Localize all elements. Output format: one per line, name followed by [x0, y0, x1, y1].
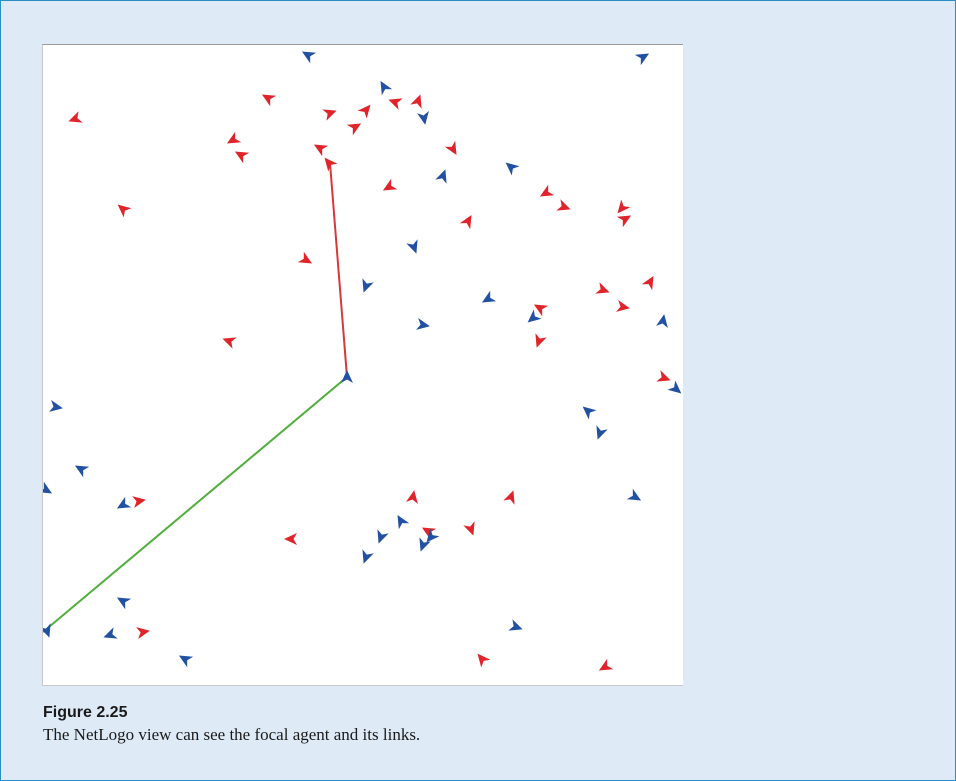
blue-agent[interactable]: [43, 481, 55, 499]
red-agent[interactable]: [596, 658, 614, 676]
red-agent[interactable]: [656, 370, 672, 386]
blue-agent[interactable]: [416, 318, 431, 332]
blue-agent[interactable]: [72, 460, 90, 478]
blue-agent[interactable]: [375, 78, 393, 96]
red-agent[interactable]: [357, 101, 376, 119]
blue-agent[interactable]: [579, 402, 597, 420]
blue-agent[interactable]: [435, 167, 451, 184]
netlogo-view[interactable]: [42, 44, 683, 686]
red-agent[interactable]: [531, 299, 549, 317]
link-red: [329, 162, 348, 378]
blue-agent[interactable]: [43, 623, 55, 639]
red-agent[interactable]: [297, 251, 315, 269]
figure-caption: The NetLogo view can see the focal agent…: [43, 725, 421, 744]
red-agent[interactable]: [531, 333, 547, 349]
red-agent[interactable]: [410, 92, 426, 109]
blue-agent[interactable]: [114, 592, 132, 610]
focal-agent[interactable]: [341, 370, 353, 383]
blue-agent[interactable]: [415, 537, 431, 553]
red-agent[interactable]: [595, 282, 611, 298]
red-agent[interactable]: [503, 488, 519, 505]
blue-agent[interactable]: [299, 46, 317, 64]
blue-agent[interactable]: [479, 290, 497, 308]
blue-agent[interactable]: [508, 619, 524, 635]
blue-agent[interactable]: [417, 111, 431, 126]
red-agent[interactable]: [459, 212, 477, 230]
red-agent[interactable]: [406, 489, 420, 504]
blue-agent[interactable]: [392, 512, 410, 530]
blue-agent[interactable]: [592, 425, 608, 441]
blue-agent[interactable]: [358, 549, 374, 565]
red-agent[interactable]: [66, 111, 83, 127]
blue-agent[interactable]: [358, 278, 374, 294]
red-agent[interactable]: [132, 494, 147, 508]
red-agent[interactable]: [224, 131, 242, 149]
blue-agent[interactable]: [406, 239, 422, 255]
blue-agent[interactable]: [667, 380, 683, 399]
red-agent[interactable]: [616, 210, 634, 228]
blue-agent[interactable]: [176, 650, 194, 668]
blue-agent[interactable]: [114, 496, 132, 514]
red-agent[interactable]: [346, 118, 364, 136]
red-agent[interactable]: [537, 184, 555, 202]
red-agent[interactable]: [322, 105, 338, 121]
red-agent[interactable]: [641, 273, 659, 291]
red-agent[interactable]: [556, 199, 572, 215]
red-agent[interactable]: [386, 94, 403, 110]
red-agent[interactable]: [380, 178, 398, 196]
red-agent[interactable]: [259, 89, 277, 107]
red-agent[interactable]: [220, 333, 237, 349]
red-agent[interactable]: [136, 625, 151, 639]
red-agent[interactable]: [232, 146, 250, 164]
red-agent[interactable]: [114, 200, 132, 218]
blue-agent[interactable]: [656, 313, 670, 328]
red-agent[interactable]: [311, 139, 329, 157]
red-agent[interactable]: [444, 140, 462, 158]
blue-agent[interactable]: [524, 309, 542, 328]
blue-agent[interactable]: [502, 158, 520, 176]
blue-agent[interactable]: [422, 528, 440, 547]
blue-agent[interactable]: [634, 48, 652, 66]
world-canvas: [43, 46, 683, 676]
link-green: [43, 376, 348, 633]
blue-agent[interactable]: [101, 627, 118, 643]
red-agent[interactable]: [616, 300, 631, 314]
red-agent[interactable]: [613, 199, 631, 218]
blue-agent[interactable]: [49, 400, 64, 414]
red-agent[interactable]: [284, 533, 297, 545]
blue-agent[interactable]: [626, 488, 644, 506]
blue-agent[interactable]: [373, 529, 389, 545]
red-agent[interactable]: [463, 521, 479, 537]
figure-label: Figure 2.25: [43, 704, 128, 721]
red-agent[interactable]: [320, 154, 338, 172]
red-agent[interactable]: [473, 650, 491, 668]
